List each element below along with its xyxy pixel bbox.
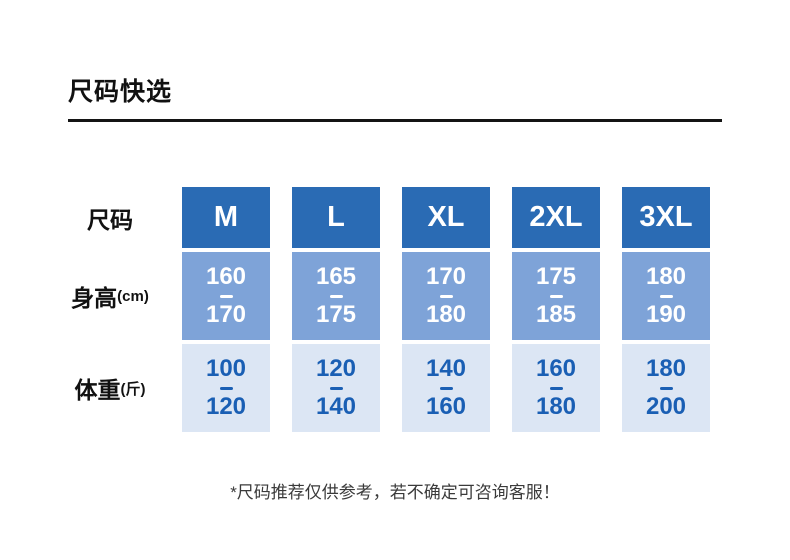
weight-max: 160: [425, 392, 467, 420]
height-cell-3xl: 180 190: [622, 252, 710, 340]
height-min: 170: [425, 263, 467, 291]
row-label-height-suffix: (cm): [117, 287, 149, 305]
range-dash: [549, 386, 563, 390]
row-label-height-text: 身高: [71, 285, 118, 311]
height-min: 180: [645, 263, 687, 291]
range-dash: [439, 386, 453, 390]
height-cell-2xl: 175 185: [512, 252, 600, 340]
weight-cell-xl: 140 160: [402, 344, 490, 432]
weight-cell-2xl: 160 180: [512, 344, 600, 432]
page-title: 尺码快选: [68, 78, 173, 106]
footnote: *尺码推荐仅供参考，若不确定可咨询客服！: [230, 483, 560, 502]
weight-min: 180: [645, 355, 687, 383]
size-header-xl: XL: [402, 187, 490, 248]
weight-max: 200: [645, 392, 687, 420]
size-header-l: L: [292, 187, 380, 248]
height-cell-xl: 170 180: [402, 252, 490, 340]
height-cell-l: 165 175: [292, 252, 380, 340]
height-min: 165: [315, 263, 357, 291]
weight-min: 160: [535, 355, 577, 383]
title-divider: [68, 119, 722, 122]
size-header-2xl: 2XL: [512, 187, 600, 248]
range-dash: [439, 294, 453, 298]
range-dash: [219, 386, 233, 390]
row-label-weight: 体重 (斤): [60, 344, 160, 432]
row-label-height: 身高 (cm): [60, 252, 160, 340]
range-dash: [219, 294, 233, 298]
weight-min: 140: [425, 355, 467, 383]
height-min: 175: [535, 263, 577, 291]
row-label-size: 尺码: [60, 187, 160, 248]
range-dash: [659, 386, 673, 390]
height-max: 190: [645, 300, 687, 328]
size-table: 尺码 M L XL 2XL 3XL 身高 (cm) 160 170 165 175…: [60, 187, 710, 432]
weight-max: 120: [205, 392, 247, 420]
row-label-size-text: 尺码: [87, 206, 133, 233]
row-label-weight-text: 体重: [74, 377, 121, 403]
size-header-3xl: 3XL: [622, 187, 710, 248]
weight-cell-l: 120 140: [292, 344, 380, 432]
row-label-weight-suffix: (斤): [120, 380, 146, 398]
weight-max: 140: [315, 392, 357, 420]
height-max: 170: [205, 300, 247, 328]
height-max: 180: [425, 300, 467, 328]
height-max: 175: [315, 300, 357, 328]
size-header-m: M: [182, 187, 270, 248]
range-dash: [659, 294, 673, 298]
height-max: 185: [535, 300, 577, 328]
range-dash: [549, 294, 563, 298]
weight-max: 180: [535, 392, 577, 420]
weight-cell-m: 100 120: [182, 344, 270, 432]
range-dash: [329, 294, 343, 298]
range-dash: [329, 386, 343, 390]
weight-min: 100: [205, 355, 247, 383]
height-cell-m: 160 170: [182, 252, 270, 340]
height-min: 160: [205, 263, 247, 291]
weight-cell-3xl: 180 200: [622, 344, 710, 432]
weight-min: 120: [315, 355, 357, 383]
